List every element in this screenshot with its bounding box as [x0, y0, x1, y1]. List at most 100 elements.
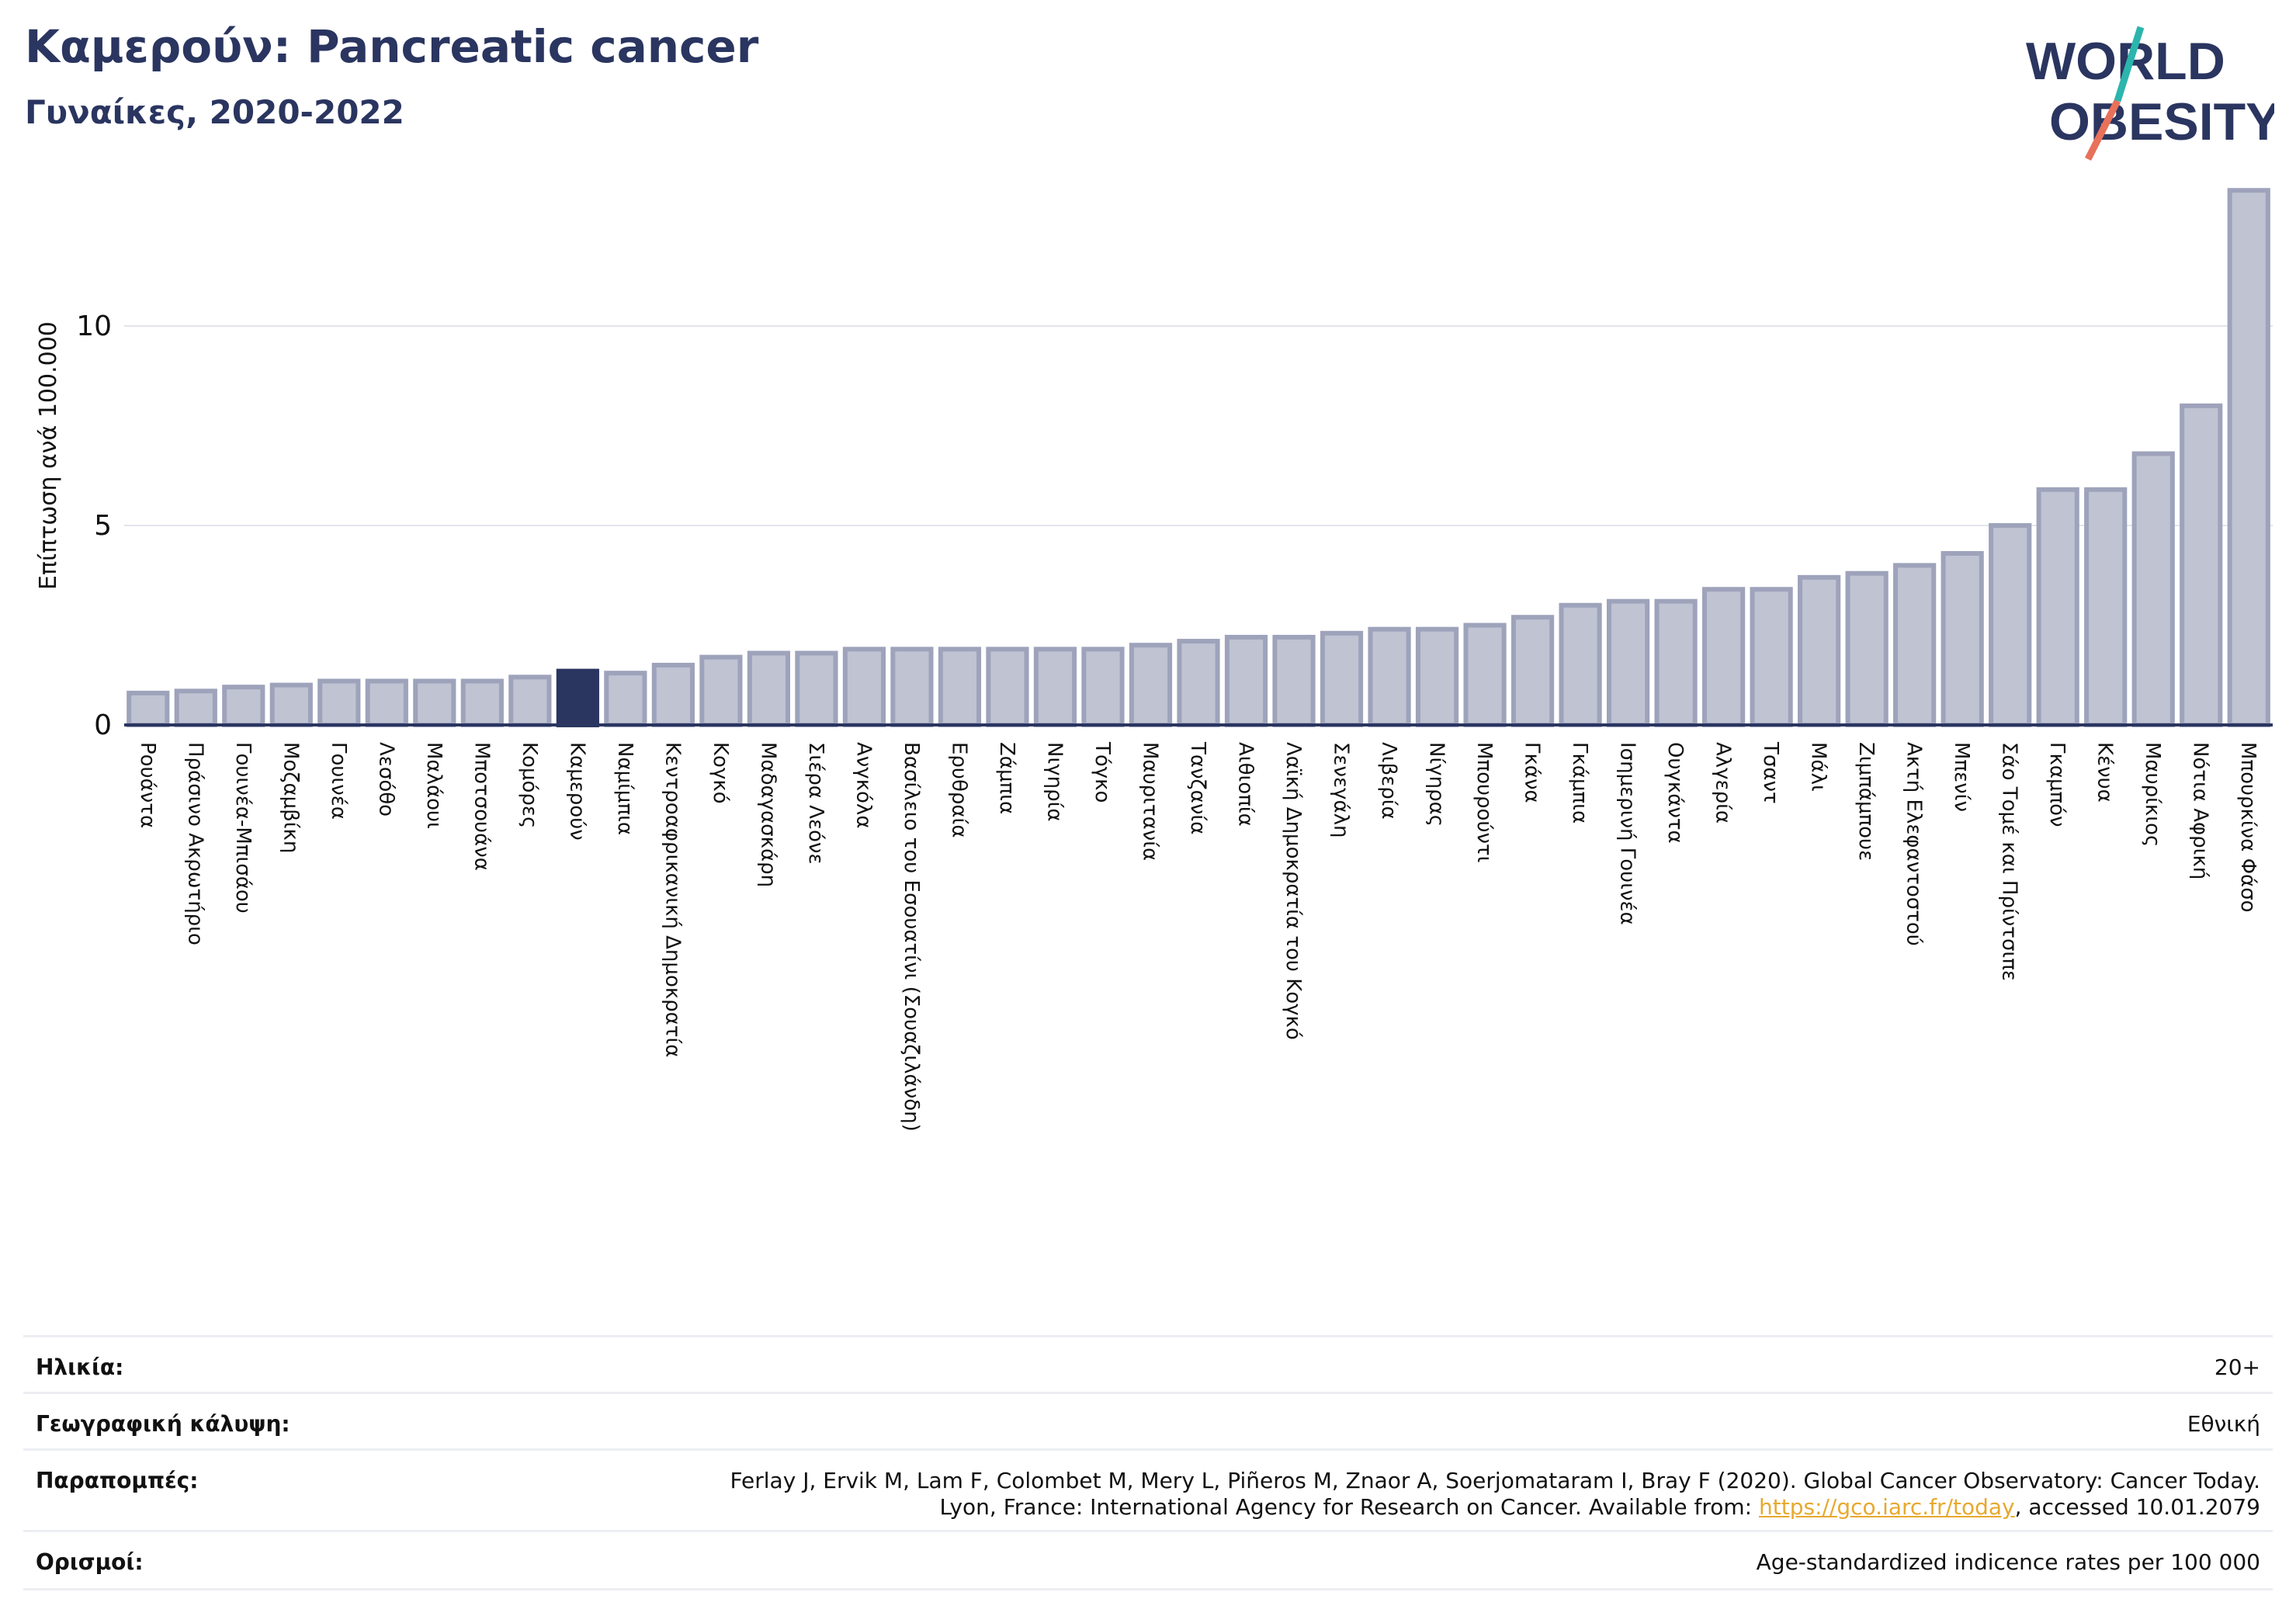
- bar: [1463, 622, 1507, 727]
- bar: [1224, 634, 1268, 727]
- bar: [842, 647, 886, 728]
- x-tick-label: Ερυθραία: [947, 742, 970, 838]
- bar: [1415, 626, 1459, 728]
- references-line-1: Ferlay J, Ervik M, Lam F, Colombet M, Me…: [730, 1468, 2260, 1493]
- x-tick-label: Σάο Τομέ και Πρίντσιπε: [1998, 742, 2021, 981]
- page-subtitle: Γυναίκες, 2020-2022: [25, 93, 404, 131]
- bar: [986, 647, 1029, 728]
- page-title: Καμερούν: Pancreatic cancer: [25, 20, 759, 73]
- x-tick-label: Γουινέα-Μπισάου: [231, 742, 255, 914]
- x-tick-label: Γουινέα: [327, 742, 350, 820]
- x-tick-label: Γκάνα: [1521, 742, 1544, 803]
- bar: [1702, 587, 1746, 727]
- x-tick-label: Λαϊκή Δημοκρατία του Κογκό: [1282, 742, 1305, 1040]
- x-tick-label: Μαυριτανία: [1138, 742, 1161, 861]
- x-tick-label: Σενεγάλη: [1330, 742, 1353, 838]
- x-tick-label: Γκάμπια: [1568, 742, 1591, 824]
- bar: [317, 678, 361, 728]
- x-tick-label: Βασίλειο του Εσουατίνι (Σουαζιλάνδη): [900, 742, 923, 1132]
- bar: [938, 647, 982, 728]
- bar: [127, 690, 170, 728]
- references-line-2-end: , accessed 10.01.2079: [2014, 1494, 2260, 1520]
- x-tick-label: Ζιμπάμπουε: [1854, 742, 1878, 861]
- x-tick-label: Μαλάουι: [422, 742, 446, 829]
- x-tick-label: Κεντροαφρικανική Δημοκρατία: [661, 742, 684, 1057]
- x-tick-label: Μπενίν: [1950, 742, 1973, 812]
- bar: [1941, 550, 1984, 727]
- y-tick-label: 5: [94, 510, 112, 542]
- bar: [747, 650, 791, 727]
- bar: [1033, 647, 1077, 728]
- definitions-value: Age-standardized indicence rates per 100…: [1756, 1549, 2260, 1575]
- info-row-age: Ηλικία: 20+: [23, 1335, 2273, 1392]
- x-tick-label: Γκαμπόν: [2045, 742, 2069, 827]
- bar: [795, 650, 838, 727]
- bar: [604, 671, 647, 727]
- bar: [651, 662, 695, 728]
- bar: [460, 678, 504, 728]
- info-row-definitions: Ορισμοί: Age-standardized indicence rate…: [23, 1530, 2273, 1590]
- x-tick-label: Ρουάντα: [136, 742, 159, 828]
- x-tick-label: Κένυα: [2093, 742, 2117, 803]
- x-tick-label: Ναμίμπια: [613, 742, 636, 835]
- y-axis-label: Επίπτωση ανά 100.000: [35, 321, 62, 590]
- bar: [1272, 634, 1316, 727]
- x-tick-label: Μαυρίκιος: [2141, 742, 2164, 847]
- y-tick-label: 10: [76, 310, 112, 342]
- x-tick-label: Μάλι: [1807, 742, 1830, 792]
- bar: [2180, 403, 2223, 727]
- x-tick-label: Τανζανία: [1186, 741, 1209, 834]
- definitions-label: Ορισμοί:: [36, 1549, 144, 1575]
- bar: [508, 675, 552, 728]
- bar: [222, 685, 265, 727]
- x-tick-label: Ισημερινή Γουινέα: [1616, 742, 1639, 925]
- x-tick-label: Αιθιοπία: [1234, 742, 1257, 827]
- bar: [2084, 487, 2128, 727]
- references-value: Ferlay J, Ervik M, Lam F, Colombet M, Me…: [730, 1468, 2260, 1521]
- info-row-references: Παραπομπές: Ferlay J, Ervik M, Lam F, Co…: [23, 1448, 2273, 1530]
- bar: [1320, 630, 1364, 728]
- bar: [1798, 574, 1841, 727]
- bar: [1177, 639, 1220, 727]
- x-tick-label: Σιέρα Λεόνε: [804, 742, 827, 865]
- x-tick-label: Τόγκο: [1091, 741, 1114, 803]
- bar-chart: 0 5 10 Επίπτωση ανά 100.000 Ρουάντα Πράσινο Α…: [35, 188, 2273, 1132]
- bar: [269, 682, 313, 727]
- bar: [1845, 570, 1888, 727]
- x-tick-label: Κομόρες: [518, 742, 541, 828]
- bar: [1750, 587, 1793, 727]
- bar: [1081, 647, 1125, 728]
- bar: [1606, 598, 1650, 727]
- bar: [1129, 643, 1173, 728]
- references-link[interactable]: https://gco.iarc.fr/today: [1759, 1494, 2015, 1520]
- x-tick-label: Λιβερία: [1377, 742, 1400, 820]
- bar: [1368, 626, 1411, 728]
- world-obesity-logo: WORLD OBESITY: [2026, 26, 2274, 161]
- bar: [365, 678, 408, 728]
- bar: [699, 654, 743, 727]
- references-label: Παραπομπές:: [36, 1468, 199, 1493]
- x-tick-label: Πράσινο Ακρωτήριο: [183, 742, 206, 945]
- bar: [2227, 188, 2270, 728]
- x-tick-label: Νότια Αφρική: [2189, 742, 2212, 879]
- info-row-coverage: Γεωγραφική κάλυψη: Εθνική: [23, 1392, 2273, 1448]
- x-tick-label: Λεσόθο: [374, 742, 397, 817]
- x-tick-label: Τσαντ: [1759, 741, 1782, 804]
- bar-highlighted: [556, 668, 599, 727]
- x-tick-label: Μπουρκίνα Φάσο: [2236, 742, 2260, 913]
- x-tick-label: Ουγκάντα: [1663, 742, 1687, 844]
- bar: [1510, 615, 1555, 727]
- y-tick-label: 0: [94, 709, 112, 741]
- bar: [2131, 451, 2175, 727]
- references-line-2-start: Lyon, France: International Agency for R…: [939, 1494, 1759, 1520]
- svg-text:OBESITY: OBESITY: [2049, 92, 2274, 151]
- age-value: 20+: [2214, 1354, 2260, 1380]
- x-tick-label: Νιγηρία: [1042, 742, 1066, 822]
- bar: [1559, 602, 1602, 727]
- x-tick-label: Μοζαμβίκη: [279, 742, 302, 853]
- x-tick-label: Ανγκόλα: [851, 742, 875, 828]
- bar: [890, 647, 934, 728]
- info-table: Ηλικία: 20+ Γεωγραφική κάλυψη: Εθνική Πα…: [23, 1335, 2273, 1590]
- x-tick-label: Μποτσουάνα: [470, 742, 493, 871]
- x-tick-label: Αλγερία: [1712, 742, 1735, 824]
